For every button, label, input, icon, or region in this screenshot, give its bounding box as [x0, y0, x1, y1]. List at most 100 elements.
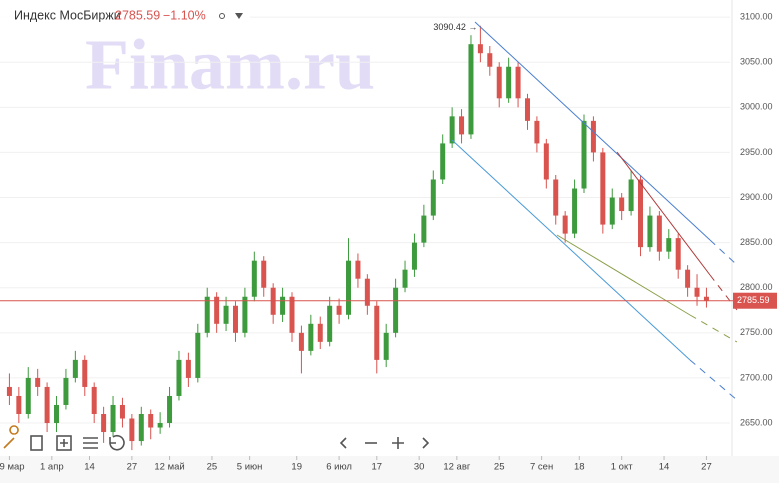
x-tick-label: 27	[701, 462, 712, 473]
candle-body	[581, 120, 587, 189]
candle-body	[647, 215, 653, 248]
candle-body	[54, 404, 60, 424]
x-tick-label: 19	[291, 462, 302, 473]
y-tick-label: 2650.00	[740, 417, 773, 427]
zoom-in[interactable]	[392, 437, 404, 449]
nav-left[interactable]	[339, 437, 347, 449]
candle-body	[195, 332, 201, 378]
candle-body	[685, 269, 691, 288]
candle-body	[524, 98, 530, 121]
toolbar	[3, 425, 430, 451]
green-line	[556, 234, 691, 316]
candle-body	[543, 143, 549, 180]
x-tick-label: 17	[371, 462, 382, 473]
y-tick-label: 2950.00	[740, 147, 773, 157]
candle-body	[590, 120, 596, 153]
candle-body	[656, 215, 662, 252]
candle-body	[185, 359, 191, 378]
x-tick-label: 27	[127, 462, 138, 473]
last-price-box	[733, 292, 777, 309]
candle-body	[402, 269, 408, 288]
candle-body	[430, 179, 436, 216]
candle-body	[421, 215, 427, 243]
trendlines	[451, 21, 738, 401]
dropdown[interactable]	[235, 13, 243, 19]
candle-body	[261, 260, 267, 288]
candle-body	[638, 179, 644, 248]
nav-right[interactable]	[422, 437, 430, 449]
channel-lower-ext	[689, 359, 738, 401]
candle-body	[16, 395, 22, 414]
candle-body	[459, 116, 465, 135]
candle-body	[609, 197, 615, 225]
candle-body	[25, 377, 31, 414]
x-tick-label: 1 апр	[40, 462, 64, 473]
candle-body	[167, 395, 173, 424]
candle-body	[251, 260, 257, 297]
candle-body	[553, 179, 559, 216]
candle-body	[487, 53, 493, 67]
candle-body	[119, 404, 125, 419]
candle-body	[204, 296, 210, 333]
x-axis-strip	[0, 456, 779, 483]
candle-body	[110, 404, 116, 433]
candle-body	[336, 305, 342, 315]
candle-body	[666, 238, 672, 252]
y-tick-label: 3100.00	[740, 12, 773, 22]
candle-body	[232, 305, 238, 333]
candle-body	[562, 215, 568, 234]
red-line	[616, 151, 711, 276]
candle-body	[440, 143, 446, 180]
tool-draw[interactable]	[3, 425, 19, 449]
header: Индекс МосБиржи 2785.59 −1.10%	[0, 4, 250, 26]
candle-body	[63, 377, 69, 405]
x-tick-label: 14	[659, 462, 670, 473]
tool-settings[interactable]	[83, 437, 98, 449]
candle-body	[619, 197, 625, 212]
x-tick-label: 25	[494, 462, 505, 473]
candle-body	[82, 359, 88, 387]
channel-upper-ext	[709, 239, 738, 266]
x-tick-label: 7 сен	[530, 462, 553, 473]
tool-list[interactable]	[30, 435, 43, 451]
candle-body	[138, 414, 144, 442]
candle-body	[214, 296, 220, 324]
candle-body	[327, 305, 333, 342]
candle-body	[393, 287, 399, 333]
tool-add[interactable]	[56, 435, 72, 451]
candle-body	[148, 414, 154, 428]
candle-body	[515, 66, 521, 99]
plot: 3090.42 →	[0, 16, 730, 451]
last-price-label: 2785.59	[737, 295, 770, 305]
candle-body	[44, 386, 50, 424]
candle-body	[308, 323, 314, 351]
candle-body	[72, 359, 78, 378]
tool-reset[interactable]	[109, 434, 125, 451]
watermark: Finam.ru	[85, 25, 375, 105]
candle-body	[675, 238, 681, 270]
y-tick-label: 3000.00	[740, 102, 773, 112]
settings-icon[interactable]	[219, 13, 225, 19]
candle-body	[374, 305, 380, 360]
x-tick-label: 12 май	[154, 462, 184, 473]
x-tick-label: 19 мар	[0, 462, 25, 473]
candle-body	[703, 296, 709, 301]
max-label: 3090.42 →	[433, 22, 477, 32]
candle-body	[383, 332, 389, 360]
channel-lower	[451, 139, 691, 361]
x-tick-label: 6 июл	[326, 462, 352, 473]
y-tick-label: 2800.00	[740, 282, 773, 292]
candle-body	[496, 66, 502, 99]
x-tick-label: 18	[574, 462, 585, 473]
candle-body	[270, 287, 276, 315]
change: −1.10%	[163, 8, 206, 22]
candle-body	[101, 414, 107, 433]
candle-body	[534, 120, 540, 144]
candle-body	[477, 44, 483, 54]
x-tick-label: 25	[207, 462, 218, 473]
candle-body	[317, 323, 323, 342]
candle-body	[129, 418, 135, 442]
red-line-ext	[709, 274, 738, 311]
